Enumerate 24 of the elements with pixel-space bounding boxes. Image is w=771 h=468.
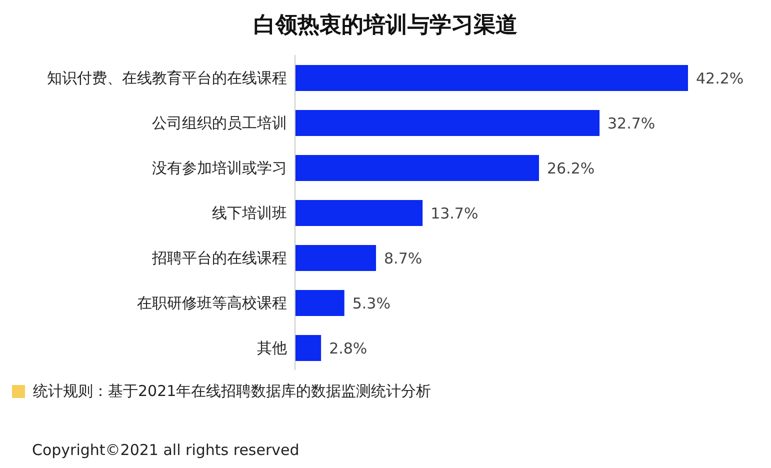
data-label: 13.7% (430, 204, 478, 222)
bar (295, 155, 539, 181)
data-label: 2.8% (329, 339, 368, 358)
bar (295, 200, 423, 226)
data-label: 8.7% (384, 249, 422, 268)
y-tick-label: 知识付费、在线教育平台的在线课程 (47, 68, 287, 87)
bar (295, 110, 600, 136)
bar (295, 245, 376, 271)
data-label: 42.2% (696, 69, 744, 88)
y-tick-label: 招聘平台的在线课程 (151, 248, 287, 267)
y-tick-label: 在职研修班等高校课程 (137, 294, 287, 312)
bar (295, 65, 688, 91)
y-tick-label: 线下培训班 (212, 204, 287, 222)
data-label: 5.3% (352, 294, 390, 312)
bar (295, 335, 322, 361)
y-tick-label: 没有参加培训或学习 (152, 158, 287, 177)
data-label: 26.2% (546, 159, 595, 178)
y-tick-label: 其他 (257, 338, 287, 357)
text: 统计规则：基于2021年在线招聘数据库的数据监测统计分析 (33, 382, 432, 401)
text: Copyright©2021 all rights reserved (32, 441, 300, 459)
chart-title: 白领热衷的培训与学习渠道 (252, 12, 518, 40)
y-tick-label: 公司组织的员工培训 (152, 114, 287, 132)
bar (295, 290, 344, 316)
data-label: 32.7% (608, 114, 656, 132)
